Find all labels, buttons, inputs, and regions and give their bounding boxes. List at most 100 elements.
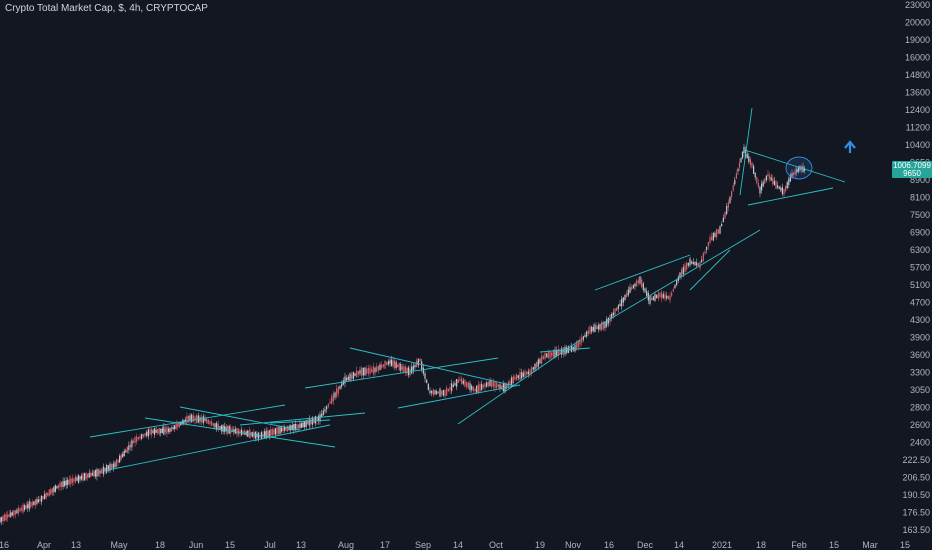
candle-body — [669, 295, 671, 301]
candle-body — [559, 349, 561, 355]
candle-body — [374, 367, 376, 373]
candle-body — [461, 378, 463, 384]
candle-body — [392, 360, 394, 367]
candle-body — [622, 297, 624, 303]
candle-body — [267, 430, 269, 437]
x-tick-label: 2021 — [712, 540, 732, 550]
candle-body — [192, 415, 194, 422]
x-tick-label: 16 — [0, 540, 9, 550]
candle-body — [689, 258, 691, 266]
candle-body — [158, 427, 160, 435]
candle-body — [34, 499, 36, 506]
candle-body — [102, 466, 104, 475]
candle-body — [601, 322, 603, 331]
candle-body — [20, 508, 23, 511]
candle-body — [239, 430, 241, 434]
candle-body — [91, 472, 93, 476]
candle-body — [421, 361, 423, 370]
x-tick-label: Sep — [415, 540, 431, 550]
candle-body — [125, 450, 127, 453]
candle-body — [317, 416, 320, 422]
candle-body — [123, 450, 125, 457]
candle-body — [749, 158, 751, 166]
time-axis[interactable]: 16 Apr 13 May 18 Jun 15 Jul 13 Aug 17 Sep 14 Oct 19 Nov… — [0, 540, 910, 550]
candle-body — [772, 178, 774, 184]
candle-body — [571, 345, 573, 352]
candle-body — [319, 414, 321, 422]
chart-title: Crypto Total Market Cap, $, 4h, CRYPTOCA… — [5, 3, 208, 14]
candle-body — [441, 391, 443, 395]
trendline — [457, 339, 581, 425]
candle-body — [31, 502, 33, 506]
candle-body — [616, 307, 618, 311]
candle-body — [694, 261, 696, 266]
candle-body — [773, 180, 775, 186]
candle-body — [37, 499, 40, 503]
candle-body — [136, 436, 138, 442]
candle-body — [697, 263, 699, 266]
candle-body — [291, 425, 293, 430]
candle-body — [554, 349, 556, 358]
candle-body — [11, 512, 13, 516]
candle-body — [691, 261, 693, 264]
candle-body — [122, 453, 124, 458]
candle-body — [150, 429, 153, 435]
candle-body — [161, 428, 163, 434]
candle-body — [364, 367, 366, 376]
candle-body — [308, 419, 310, 426]
candles — [0, 143, 806, 526]
candle-body — [404, 366, 406, 373]
y-tick-label: 3600 — [910, 350, 930, 360]
candle-body — [357, 371, 359, 375]
candle-body — [546, 353, 548, 358]
annotations — [785, 140, 856, 180]
candle-body — [88, 472, 90, 478]
candle-body — [780, 187, 782, 191]
candle-body — [406, 368, 408, 373]
candle-body — [716, 229, 718, 238]
candle-body — [619, 303, 621, 307]
price-axis[interactable]: 23000 20000 19000 16000 14800 13600 12400 11200… — [902, 0, 930, 535]
candle-body — [166, 426, 168, 434]
candle-body — [132, 440, 135, 443]
candle-body — [314, 416, 316, 424]
candle-body — [164, 428, 166, 433]
candle-body — [217, 424, 219, 431]
y-tick-label: 3050 — [910, 385, 930, 395]
candle-body — [172, 427, 174, 430]
y-tick-label: 222.50 — [902, 455, 930, 465]
candle-body — [336, 388, 338, 397]
candle-body — [572, 346, 574, 350]
candle-body — [346, 377, 348, 381]
candle-body — [339, 385, 341, 390]
candle-body — [753, 166, 755, 174]
candle-body — [426, 379, 428, 383]
candle-body — [184, 419, 186, 422]
candle-body — [519, 372, 521, 380]
candle-body — [131, 440, 133, 448]
candle-body — [279, 426, 281, 434]
candle-body — [454, 383, 456, 386]
candle-body — [369, 367, 371, 374]
candle-body — [631, 287, 633, 290]
candle-body — [206, 418, 208, 424]
candle-body — [225, 427, 227, 432]
candle-body — [71, 478, 73, 484]
candle-body — [67, 479, 69, 485]
candle-body — [273, 429, 275, 435]
candle-body — [586, 331, 588, 337]
candle-body — [82, 473, 84, 481]
candle-body — [775, 181, 777, 189]
y-tick-label: 8100 — [910, 193, 930, 203]
candle-body — [167, 428, 170, 432]
candle-body — [65, 480, 67, 486]
candle-body — [637, 280, 639, 283]
candle-body — [382, 364, 384, 367]
candle-body — [447, 388, 449, 392]
candle-body — [367, 368, 369, 374]
trendline — [304, 357, 499, 389]
x-tick-label: Aug — [338, 540, 354, 550]
candle-body — [147, 429, 149, 437]
candle-body — [77, 474, 80, 483]
